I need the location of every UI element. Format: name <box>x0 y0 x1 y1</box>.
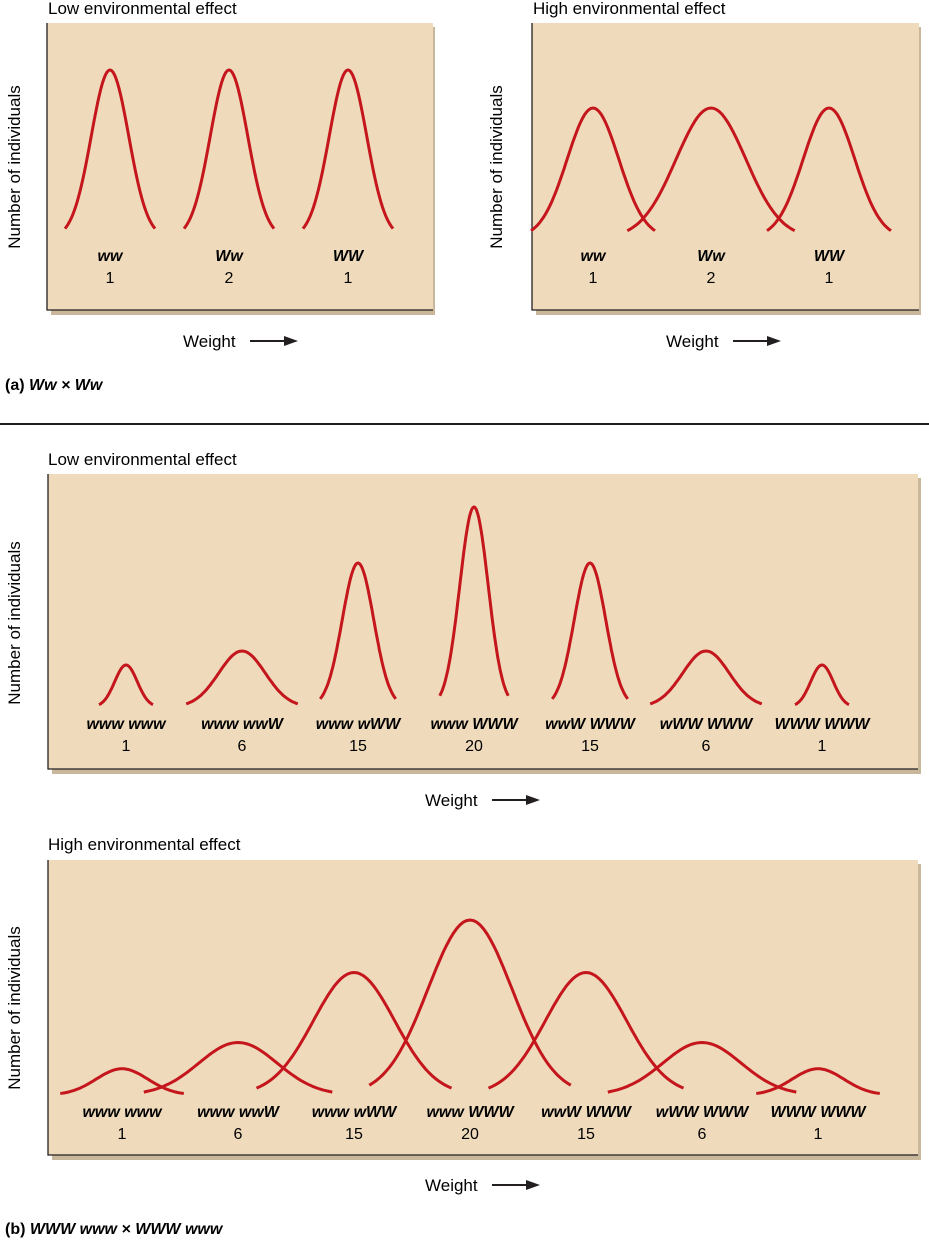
ratio-label: 6 <box>238 738 247 755</box>
genotype-label: wWW WWW <box>656 1104 750 1121</box>
axes <box>531 23 919 311</box>
ratio-label: 15 <box>577 1126 595 1143</box>
ratio-label: 15 <box>345 1126 363 1143</box>
ratio-label: 1 <box>825 270 834 287</box>
genotype-label: www wwW <box>197 1104 281 1121</box>
distribution-curve <box>487 970 685 1090</box>
distribution-curve <box>182 68 276 230</box>
distribution-curve <box>98 663 154 706</box>
chart-title: High environmental effect <box>48 835 241 854</box>
ratio-label: 20 <box>461 1126 479 1143</box>
genotype-label: www www <box>82 1104 163 1121</box>
genotype-label: WW <box>814 248 846 265</box>
plot-area <box>532 23 919 310</box>
ratio-label: 6 <box>698 1126 707 1143</box>
caption-b-label: (b) <box>5 1221 25 1238</box>
axes <box>47 860 918 1156</box>
plot-area <box>47 23 433 310</box>
genotype-label: www wWW <box>316 716 402 733</box>
caption-b-cross: WWW www × WWW www <box>30 1221 224 1238</box>
distribution-curve <box>63 68 157 230</box>
distribution-curve <box>626 106 796 233</box>
distribution-curve <box>530 106 656 232</box>
chart-a-low: Low environmental effect Number of indiv… <box>5 0 435 351</box>
genotype-label: ww <box>98 248 124 265</box>
chart-b-high: High environmental effect Number of indi… <box>5 835 921 1195</box>
right-arrow-icon <box>492 1180 540 1190</box>
distribution-curve <box>756 1067 881 1095</box>
plot-area <box>48 474 918 769</box>
ratio-label: 6 <box>234 1126 243 1143</box>
ratio-label: 6 <box>702 738 711 755</box>
ratio-label: 1 <box>106 270 115 287</box>
y-axis-label: Number of individuals <box>5 541 24 704</box>
genotype-label: Ww <box>697 248 726 265</box>
right-arrow-icon <box>250 336 298 346</box>
distribution-curve <box>551 561 629 700</box>
distribution-curve <box>438 505 510 697</box>
distribution-curve <box>766 106 892 232</box>
chart-a-high: High environmental effect Number of indi… <box>487 0 921 351</box>
ratio-label: 15 <box>349 738 367 755</box>
y-axis-label: Number of individuals <box>487 85 506 248</box>
genotype-label: wWW WWW <box>660 716 754 733</box>
distribution-curve <box>649 649 763 706</box>
genotype-label: www www <box>86 716 167 733</box>
genotype-label: www WWW <box>426 1104 515 1121</box>
distribution-curve <box>319 561 397 700</box>
right-arrow-icon <box>492 795 540 805</box>
ratio-label: 1 <box>118 1126 127 1143</box>
caption-b: (b) WWW www × WWW www <box>5 1221 224 1238</box>
x-axis-label: Weight <box>183 332 236 351</box>
distribution-curve <box>368 918 572 1087</box>
genotype-label: www wwW <box>201 716 285 733</box>
genotype-label: wwW WWW <box>545 716 637 733</box>
distribution-curve <box>255 970 453 1090</box>
genotype-label: wwW WWW <box>541 1104 633 1121</box>
genotype-label: WW <box>333 248 365 265</box>
chart-marks: ww 1 Ww 2 WW 1 ww 1 Ww 2 WW 1 www www 1 www wwW 6 www wW… <box>60 68 892 1143</box>
axes <box>46 23 433 311</box>
ratio-label: 1 <box>589 270 598 287</box>
ratio-label: 2 <box>225 270 234 287</box>
ratio-label: 15 <box>581 738 599 755</box>
chart-title: Low environmental effect <box>48 450 237 469</box>
caption-a-label: (a) <box>5 377 25 394</box>
ratio-label: 1 <box>818 738 827 755</box>
y-axis-label: Number of individuals <box>5 926 24 1089</box>
chart-b-low: Low environmental effect Number of indiv… <box>5 450 921 810</box>
genotype-label: ww <box>581 248 607 265</box>
distribution-curve <box>607 1040 797 1094</box>
distribution-curve <box>143 1040 333 1094</box>
genotype-label: WWW WWW <box>774 716 871 733</box>
ratio-label: 2 <box>707 270 716 287</box>
x-axis-label: Weight <box>425 791 478 810</box>
ratio-label: 1 <box>122 738 131 755</box>
genotype-label: WWW WWW <box>770 1104 867 1121</box>
x-axis-label: Weight <box>666 332 719 351</box>
genotype-label: Ww <box>215 248 244 265</box>
distribution-curve <box>794 663 850 706</box>
distribution-curve <box>301 68 395 230</box>
ratio-label: 1 <box>344 270 353 287</box>
plot-area <box>48 860 918 1155</box>
genotype-label: www WWW <box>430 716 519 733</box>
caption-a-cross: Ww × Ww <box>29 377 104 394</box>
axes <box>47 474 918 770</box>
caption-a: (a) Ww × Ww <box>5 377 104 394</box>
right-arrow-icon <box>733 336 781 346</box>
distribution-curve <box>185 649 299 706</box>
x-axis-label: Weight <box>425 1176 478 1195</box>
ratio-label: 1 <box>814 1126 823 1143</box>
y-axis-label: Number of individuals <box>5 85 24 248</box>
genotype-label: www wWW <box>312 1104 398 1121</box>
chart-title: High environmental effect <box>533 0 726 18</box>
chart-title: Low environmental effect <box>48 0 237 18</box>
ratio-label: 20 <box>465 738 483 755</box>
